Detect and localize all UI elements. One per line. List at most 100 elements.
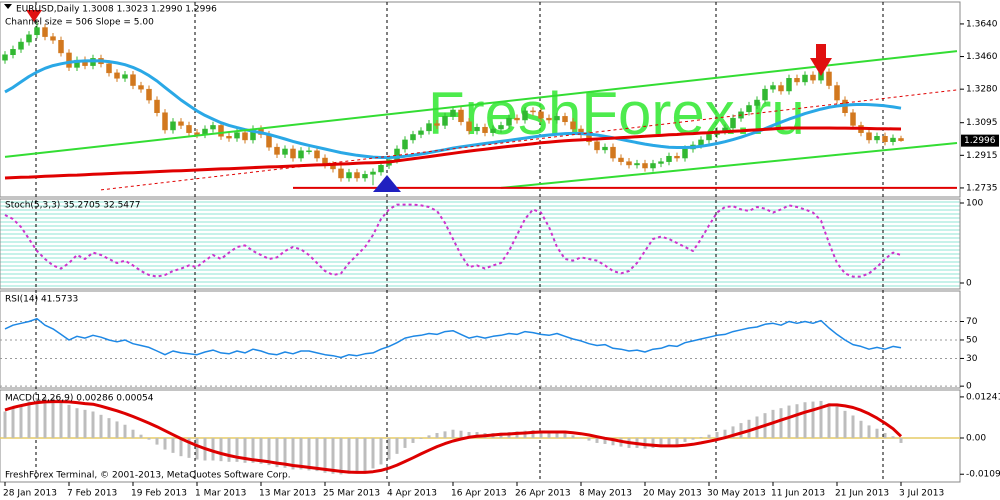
histogram-bar (691, 437, 695, 440)
candle-body (178, 121, 184, 126)
histogram-bar (675, 437, 679, 445)
candle-body (490, 128, 496, 133)
x-tick-label: 21 Jun 2013 (835, 489, 889, 499)
x-tick-label: 8 May 2013 (579, 489, 632, 499)
histogram-bar (267, 437, 271, 466)
candle-body (634, 163, 640, 166)
histogram-bar (195, 437, 199, 460)
histogram-bar (859, 420, 863, 438)
candle-body (26, 34, 32, 43)
histogram-bar (683, 437, 687, 442)
y-tick-label: 100 (966, 199, 983, 209)
histogram-bar (355, 437, 359, 473)
candle-body (666, 155, 672, 162)
candle-body (170, 121, 176, 131)
x-tick-label: 28 Jan 2013 (3, 489, 57, 499)
histogram-bar (843, 410, 847, 438)
line-series (4, 50, 958, 158)
candle-body (66, 52, 72, 68)
histogram-bar (67, 404, 71, 438)
histogram-bar (131, 429, 135, 438)
line-series (4, 400, 903, 474)
candle-body (770, 85, 776, 90)
candle-body (154, 99, 160, 113)
candle-body (410, 134, 416, 141)
y-tick-label: 50 (966, 335, 978, 345)
histogram-bar (371, 437, 375, 469)
histogram-bar (379, 437, 383, 465)
candle-body (522, 110, 528, 121)
candle-body (650, 163, 656, 169)
histogram-bar (99, 414, 103, 438)
price-panel (0, 1, 961, 198)
histogram-bar (411, 437, 415, 443)
y-tick-label: 30 (966, 354, 978, 364)
x-tick-label: 11 Jun 2013 (771, 489, 825, 499)
histogram-bar (611, 437, 615, 446)
histogram-bar (587, 437, 591, 441)
candle-body (378, 165, 384, 173)
histogram-bar (651, 437, 655, 448)
histogram-bar (315, 437, 319, 472)
histogram-bar (811, 401, 815, 438)
line-series (4, 203, 902, 278)
histogram-bar (259, 437, 263, 464)
histogram-bar (139, 434, 143, 438)
x-tick-label: 25 Mar 2013 (323, 489, 380, 499)
histogram-bar (571, 435, 575, 438)
candle-body (218, 125, 224, 137)
buy-arrow (373, 175, 401, 192)
histogram-bar (211, 437, 215, 461)
histogram-bar (899, 437, 903, 443)
histogram-bar (219, 437, 223, 462)
candle-body (706, 134, 712, 141)
chart-title: EURUSD,Daily 1.3008 1.3023 1.2990 1.2996 (16, 5, 217, 15)
histogram-bar (3, 411, 7, 438)
chart-subtitle: Channel size = 506 Slope = 5.00 (5, 18, 154, 28)
candle-body (234, 132, 240, 139)
candle-body (114, 72, 120, 79)
candle-body (882, 136, 888, 142)
y-tick-label: 1.3640 (966, 19, 998, 29)
histogram-bar (875, 428, 879, 438)
candle-body (498, 125, 504, 130)
candle-body (426, 123, 432, 132)
candle-body (130, 74, 136, 86)
candle-body (2, 54, 8, 61)
period-separators (35, 2, 884, 482)
histogram-bar (419, 437, 423, 439)
candle-body (594, 141, 600, 151)
candle-body (274, 146, 280, 155)
histogram-bar (451, 429, 455, 438)
line-series (500, 142, 958, 189)
candle-body (354, 172, 360, 179)
histogram-bar (115, 421, 119, 438)
y-tick-label: -0.01095 (966, 470, 1000, 480)
histogram-bar (75, 408, 79, 438)
candle-body (298, 150, 304, 159)
candle-body (602, 146, 608, 151)
candle-body (570, 121, 576, 130)
histogram-bar (731, 426, 735, 438)
candle-body (794, 78, 800, 83)
histogram-bar (723, 429, 727, 438)
indicator-title: Stoch(5,3,3) 35.2705 32.5477 (5, 201, 140, 211)
candle-body (874, 136, 880, 141)
candle-body (450, 109, 456, 117)
candle-body (834, 85, 840, 101)
candle-body (122, 74, 128, 79)
candle-body (810, 74, 816, 81)
y-tick-label: 0 (966, 382, 972, 392)
candle-body (290, 148, 296, 159)
last-price-tag (961, 134, 999, 147)
symbol-marker (4, 4, 12, 9)
candle-body (226, 136, 232, 139)
candle-body (314, 150, 320, 159)
histogram-bar (227, 437, 231, 462)
candle-body (618, 157, 624, 162)
x-tick-label: 3 Jul 2013 (899, 489, 944, 499)
histogram-bar (443, 431, 447, 438)
candle-body (866, 132, 872, 141)
